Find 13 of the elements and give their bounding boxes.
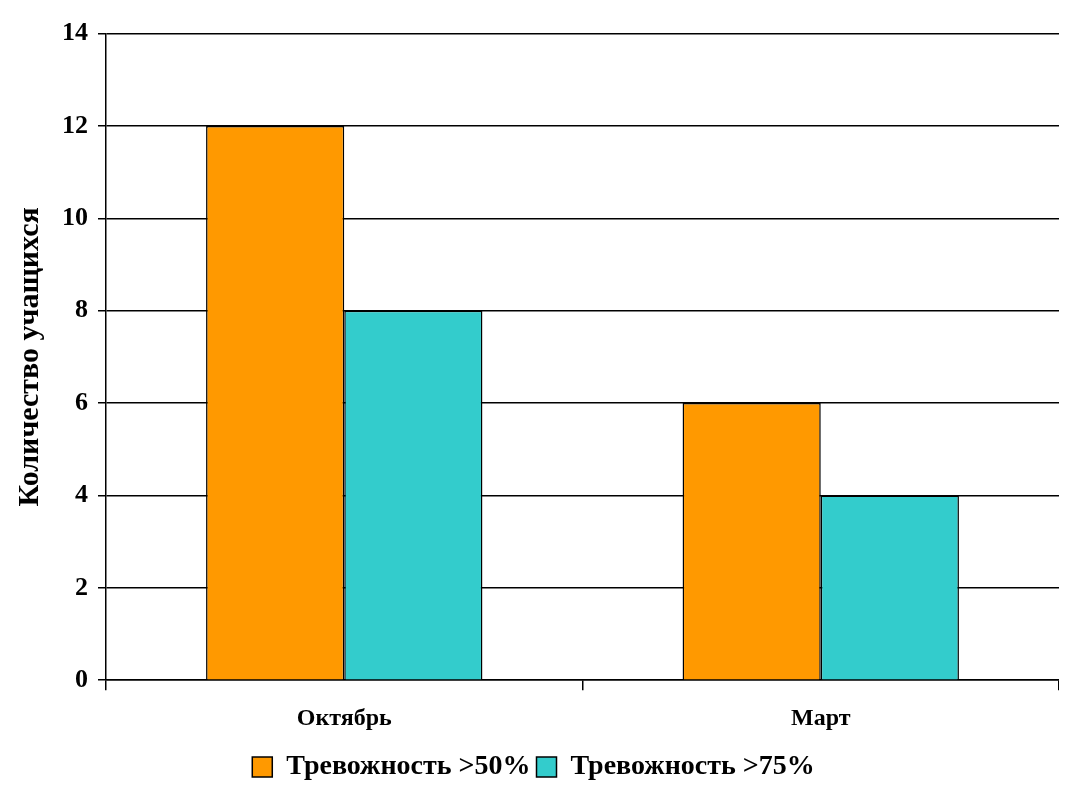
y-axis-title: Количество учащихся (10, 207, 44, 507)
y-tick-label: 4 (75, 479, 88, 509)
y-tick-label: 10 (62, 202, 88, 232)
legend-label: Тревожность >50% (286, 749, 531, 781)
x-tick-label: Октябрь (296, 703, 393, 730)
y-tick-label: 2 (75, 571, 88, 601)
y-tick-label: 12 (62, 109, 88, 139)
y-tick-label: 0 (75, 663, 88, 693)
y-tick-label: 6 (75, 386, 88, 416)
y-tick-label: 14 (62, 17, 88, 47)
y-tick-label: 8 (75, 294, 88, 324)
x-tick-label: Март (791, 703, 851, 730)
legend-label: Тревожность >75% (570, 749, 815, 781)
